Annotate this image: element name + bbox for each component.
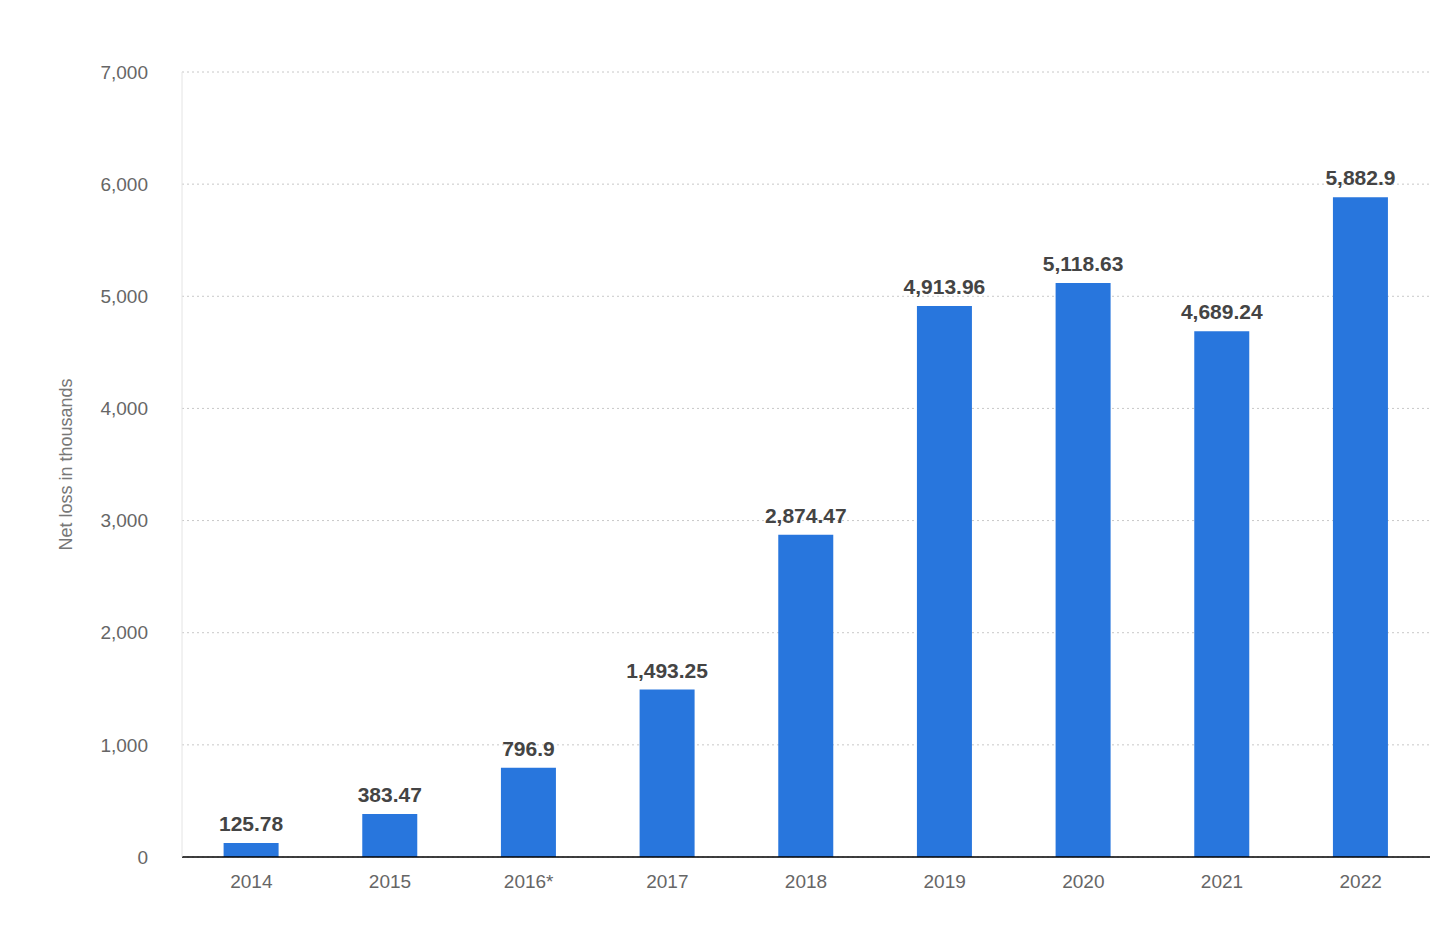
svg-text:2016*: 2016* [504,871,554,892]
svg-text:2,000: 2,000 [100,622,148,643]
svg-text:2019: 2019 [924,871,966,892]
svg-text:5,000: 5,000 [100,286,148,307]
svg-text:7,000: 7,000 [100,62,148,83]
svg-text:2021: 2021 [1201,871,1243,892]
svg-text:2,874.47: 2,874.47 [765,504,847,527]
svg-text:1,000: 1,000 [100,735,148,756]
svg-text:4,000: 4,000 [100,398,148,419]
svg-text:4,689.24: 4,689.24 [1181,300,1263,323]
svg-text:2020: 2020 [1062,871,1104,892]
svg-text:2017: 2017 [646,871,688,892]
svg-text:2022: 2022 [1340,871,1382,892]
svg-text:4,913.96: 4,913.96 [904,275,986,298]
svg-text:1,493.25: 1,493.25 [626,659,708,682]
svg-text:796.9: 796.9 [502,737,555,760]
svg-text:Net loss in thousands: Net loss in thousands [56,378,76,550]
svg-text:2015: 2015 [369,871,411,892]
svg-text:125.78: 125.78 [219,812,284,835]
svg-text:2018: 2018 [785,871,827,892]
svg-text:383.47: 383.47 [358,783,422,806]
svg-text:0: 0 [137,847,148,868]
svg-text:2014: 2014 [230,871,273,892]
svg-text:6,000: 6,000 [100,174,148,195]
svg-text:3,000: 3,000 [100,510,148,531]
svg-text:5,118.63: 5,118.63 [1043,252,1124,275]
svg-text:5,882.9: 5,882.9 [1325,166,1395,189]
